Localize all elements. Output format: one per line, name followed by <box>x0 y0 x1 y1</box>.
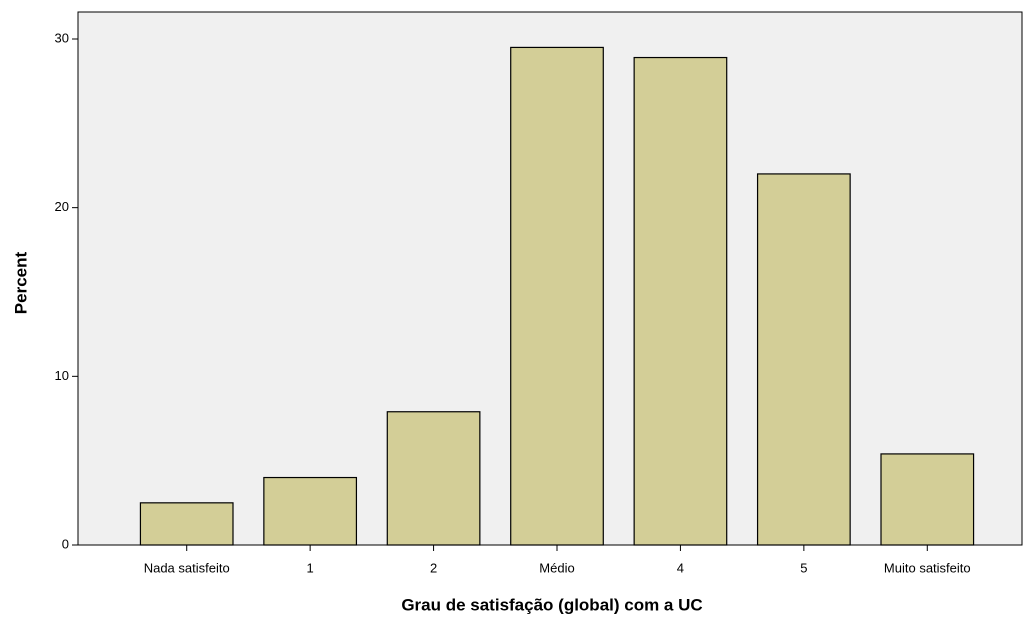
y-axis-title: Percent <box>11 251 30 314</box>
bar <box>756 173 851 546</box>
x-axis-title: Grau de satisfação (global) com a UC <box>401 595 702 614</box>
bar <box>263 476 358 546</box>
x-tick-label: Nada satisfeito <box>144 560 230 575</box>
y-tick-label: 20 <box>55 199 69 214</box>
bar <box>386 411 481 546</box>
x-tick-label: 1 <box>307 560 314 575</box>
y-tick-label: 0 <box>62 536 69 551</box>
y-tick-label: 10 <box>55 368 69 383</box>
x-tick-label: 2 <box>430 560 437 575</box>
bar <box>633 56 728 546</box>
x-tick-label: Muito satisfeito <box>884 560 971 575</box>
bar <box>139 502 234 546</box>
x-tick-label: Médio <box>539 560 574 575</box>
bar <box>880 453 975 546</box>
x-tick-label: 5 <box>800 560 807 575</box>
x-tick-label: 4 <box>677 560 684 575</box>
y-tick-label: 30 <box>55 30 69 45</box>
bar <box>510 46 604 546</box>
